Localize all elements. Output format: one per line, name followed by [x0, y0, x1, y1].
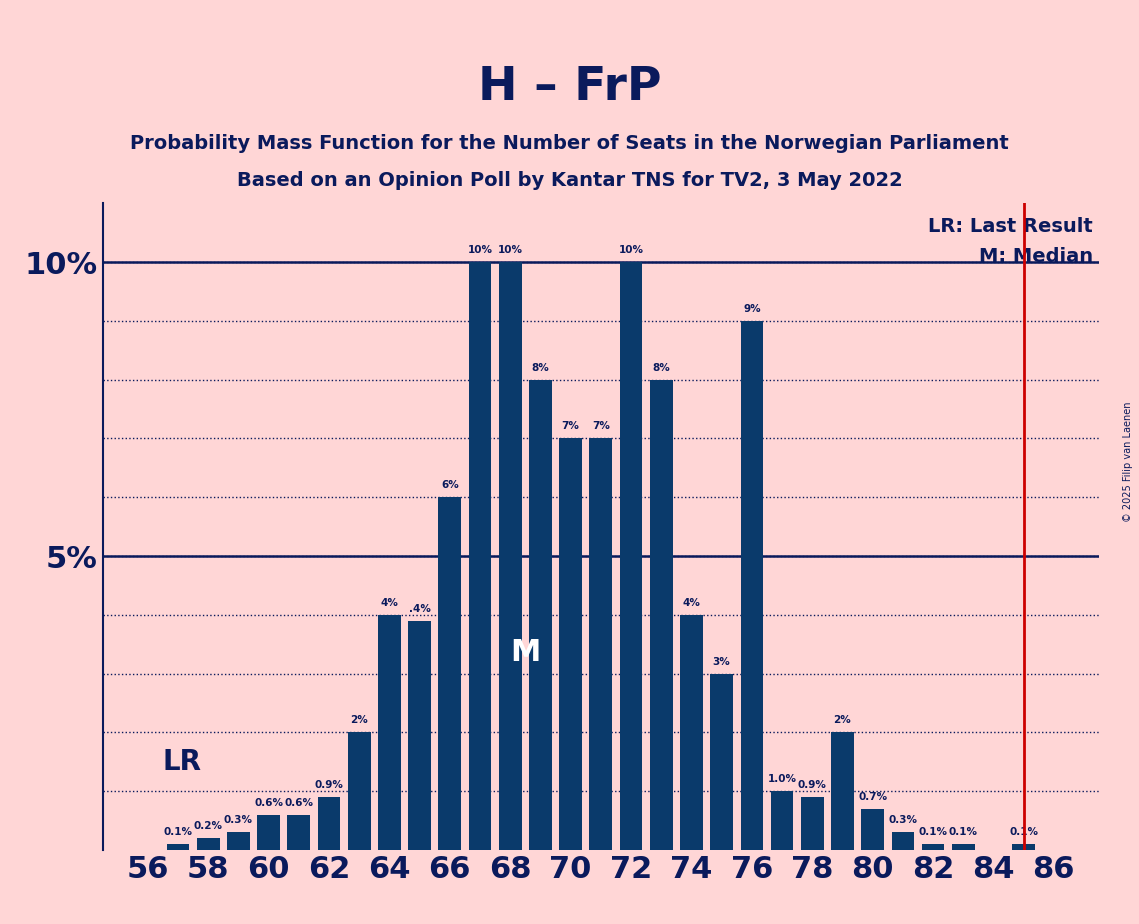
- Bar: [468, 262, 491, 850]
- Text: 0.9%: 0.9%: [314, 780, 344, 790]
- Text: M: M: [510, 638, 541, 667]
- Text: 3%: 3%: [713, 657, 730, 666]
- Text: 0.6%: 0.6%: [285, 797, 313, 808]
- Text: 4%: 4%: [682, 598, 700, 608]
- Bar: [439, 497, 461, 850]
- Text: 0.6%: 0.6%: [254, 797, 284, 808]
- Text: 10%: 10%: [467, 245, 492, 255]
- Text: © 2025 Filip van Laenen: © 2025 Filip van Laenen: [1123, 402, 1133, 522]
- Text: 9%: 9%: [743, 304, 761, 314]
- Text: M: Median: M: Median: [978, 247, 1093, 266]
- Bar: [831, 733, 854, 850]
- Text: 4%: 4%: [380, 598, 399, 608]
- Text: 10%: 10%: [498, 245, 523, 255]
- Text: 0.2%: 0.2%: [194, 821, 223, 832]
- Bar: [590, 439, 612, 850]
- Bar: [861, 808, 884, 850]
- Bar: [771, 791, 794, 850]
- Bar: [680, 614, 703, 850]
- Text: 2%: 2%: [351, 715, 368, 725]
- Bar: [347, 733, 370, 850]
- Bar: [499, 262, 522, 850]
- Text: LR: Last Result: LR: Last Result: [928, 217, 1093, 237]
- Text: 10%: 10%: [618, 245, 644, 255]
- Bar: [227, 833, 249, 850]
- Bar: [378, 614, 401, 850]
- Text: 0.1%: 0.1%: [918, 827, 948, 837]
- Bar: [711, 674, 734, 850]
- Text: 0.9%: 0.9%: [797, 780, 827, 790]
- Bar: [530, 380, 551, 850]
- Bar: [952, 845, 975, 850]
- Bar: [197, 838, 220, 850]
- Text: 7%: 7%: [562, 421, 580, 432]
- Bar: [1013, 845, 1035, 850]
- Bar: [801, 797, 823, 850]
- Bar: [740, 321, 763, 850]
- Bar: [408, 621, 431, 850]
- Bar: [921, 845, 944, 850]
- Text: Probability Mass Function for the Number of Seats in the Norwegian Parliament: Probability Mass Function for the Number…: [130, 134, 1009, 153]
- Bar: [650, 380, 672, 850]
- Text: 0.3%: 0.3%: [888, 815, 917, 825]
- Text: 2%: 2%: [834, 715, 851, 725]
- Bar: [318, 797, 341, 850]
- Text: H – FrP: H – FrP: [477, 65, 662, 110]
- Text: 6%: 6%: [441, 480, 459, 491]
- Text: 0.1%: 0.1%: [949, 827, 977, 837]
- Text: 1.0%: 1.0%: [768, 774, 796, 784]
- Text: LR: LR: [163, 748, 202, 776]
- Bar: [892, 833, 915, 850]
- Text: 8%: 8%: [532, 362, 549, 372]
- Text: .4%: .4%: [409, 603, 431, 614]
- Text: 8%: 8%: [653, 362, 670, 372]
- Bar: [559, 439, 582, 850]
- Text: 0.7%: 0.7%: [858, 792, 887, 802]
- Bar: [166, 845, 189, 850]
- Text: 0.1%: 0.1%: [164, 827, 192, 837]
- Text: 0.1%: 0.1%: [1009, 827, 1038, 837]
- Text: Based on an Opinion Poll by Kantar TNS for TV2, 3 May 2022: Based on an Opinion Poll by Kantar TNS f…: [237, 171, 902, 190]
- Bar: [257, 815, 280, 850]
- Bar: [620, 262, 642, 850]
- Bar: [287, 815, 310, 850]
- Text: 7%: 7%: [592, 421, 609, 432]
- Text: 0.3%: 0.3%: [224, 815, 253, 825]
